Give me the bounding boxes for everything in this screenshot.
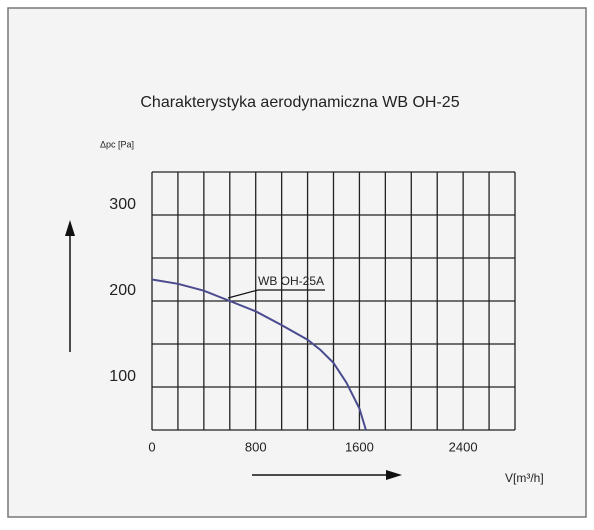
annotation: WB OH-25A <box>258 274 324 288</box>
x-tick-label: 1600 <box>345 439 374 454</box>
chart-title: Charakterystyka aerodynamiczna WB OH-25 <box>140 94 459 111</box>
frame <box>7 7 587 518</box>
annotation-leader <box>227 289 325 299</box>
y-tick-label: 300 <box>109 196 136 213</box>
x-axis-label: V[m³/h] <box>505 471 544 485</box>
x-tick-label: 0 <box>148 439 155 454</box>
x-arrow <box>252 470 402 480</box>
y-tick-label: 100 <box>109 368 136 385</box>
y-tick-label: 200 <box>109 282 136 299</box>
y-axis-label: Δpc [Pa] <box>100 139 134 149</box>
y-arrow <box>65 220 75 352</box>
curve <box>151 278 367 431</box>
x-tick-label: 2400 <box>449 439 478 454</box>
x-tick-label: 800 <box>245 439 267 454</box>
